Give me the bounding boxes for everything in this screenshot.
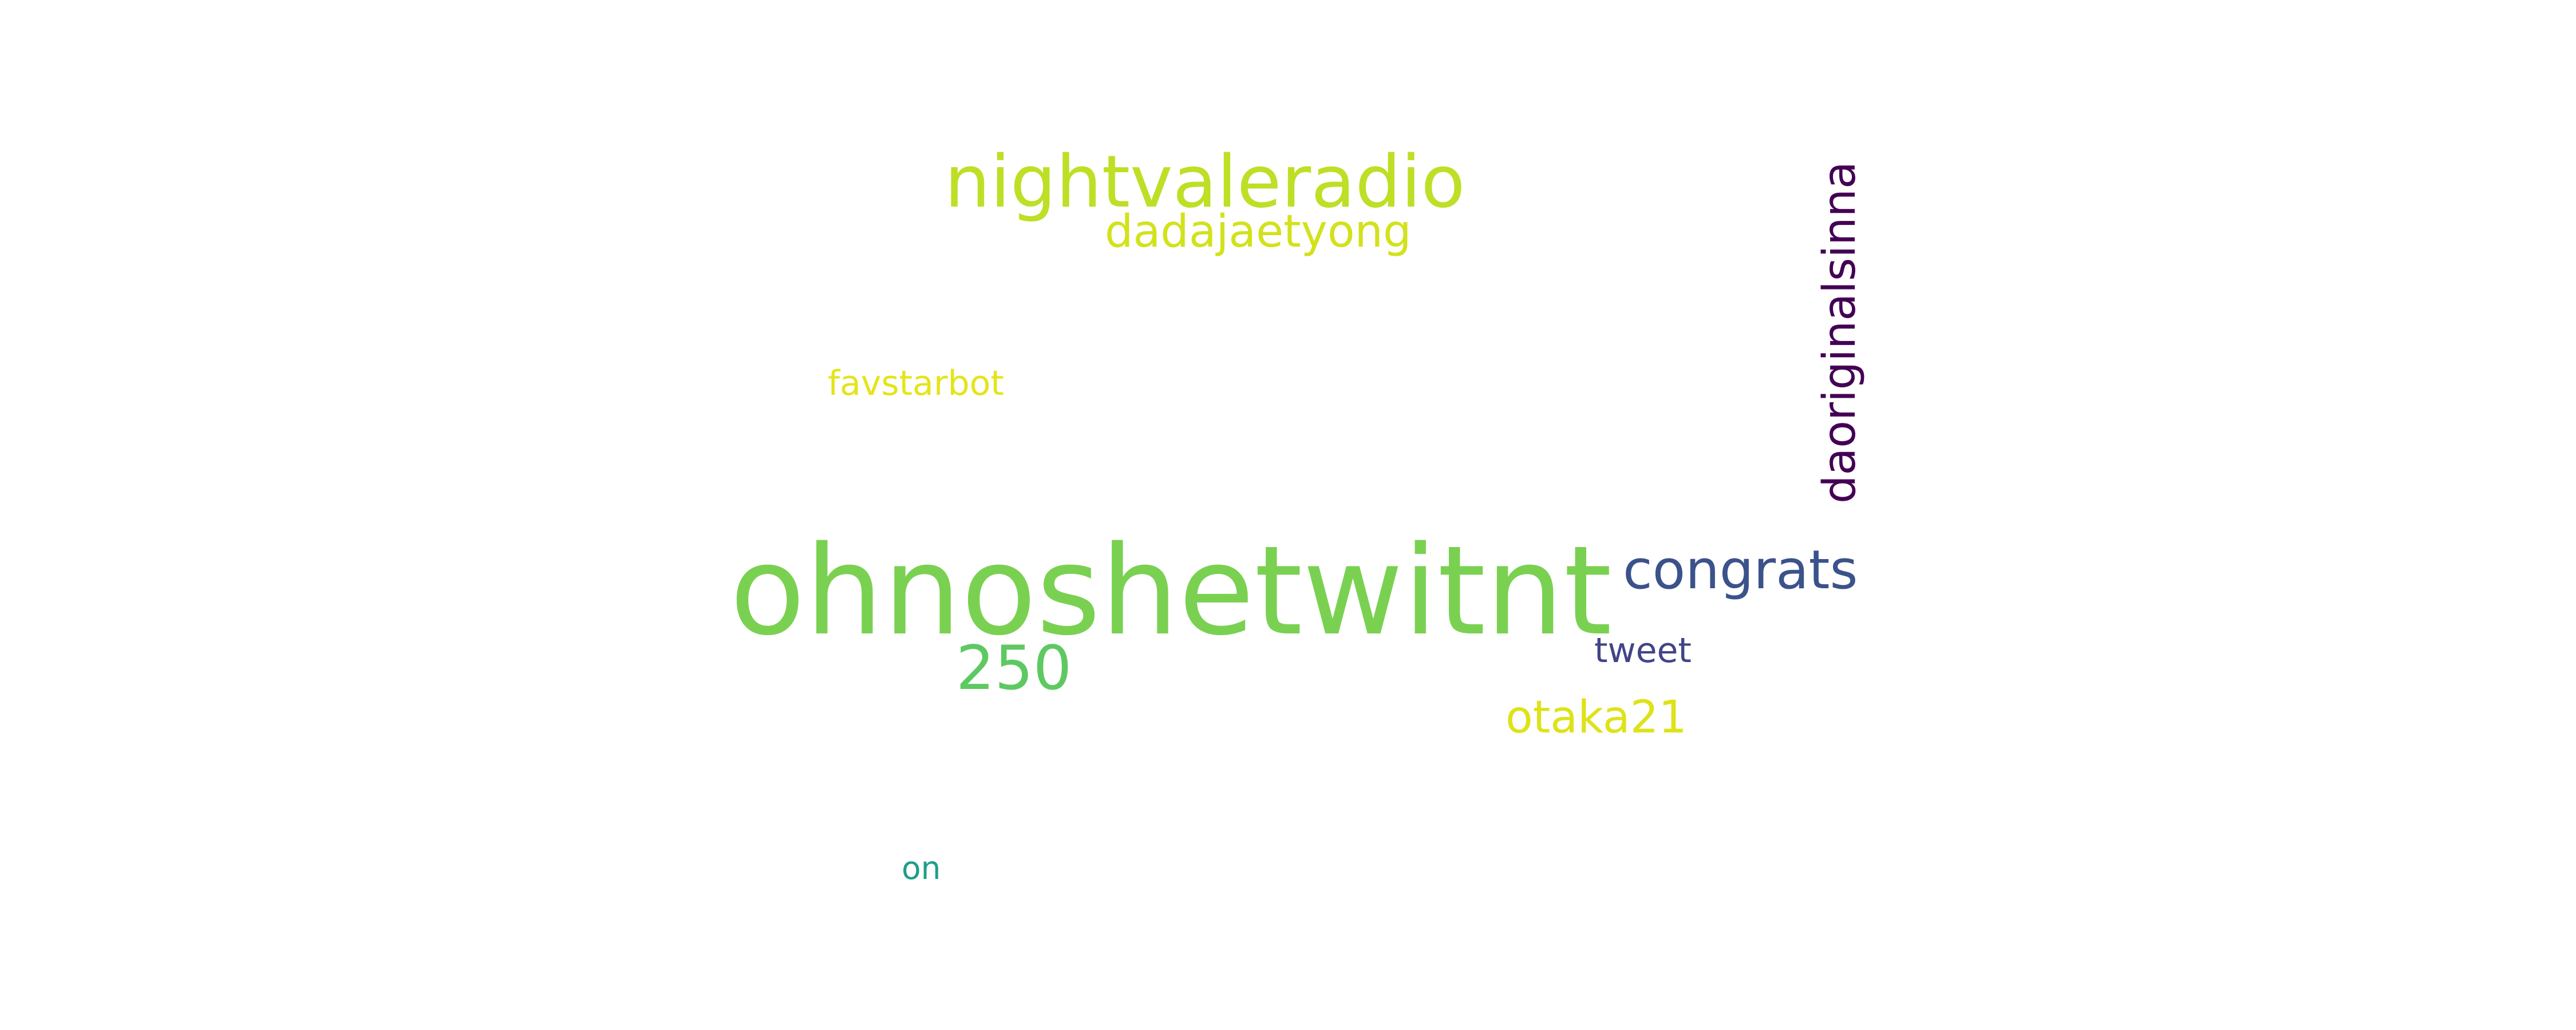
word-favstarbot: favstarbot [828, 363, 1004, 403]
word-dadajaetyong: dadajaetyong [1105, 206, 1412, 258]
word-ohnoshetwitnt: ohnoshetwitnt [730, 519, 1612, 663]
word-congrats: congrats [1623, 539, 1858, 601]
word-nightvaleradio: nightvaleradio [945, 140, 1465, 224]
word-250: 250 [956, 633, 1072, 703]
word-daoriginalsinna: daoriginalsinna [1814, 161, 1866, 504]
word-otaka21: otaka21 [1506, 692, 1687, 743]
word-on: on [902, 850, 941, 886]
word-tweet: tweet [1594, 631, 1692, 671]
